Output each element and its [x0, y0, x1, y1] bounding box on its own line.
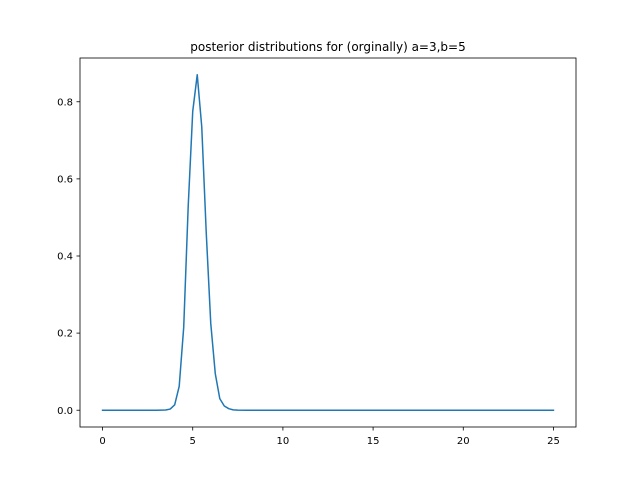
y-tick-label: 0.2	[57, 329, 73, 340]
y-tick-label: 0.8	[57, 97, 73, 108]
x-tick-label: 15	[367, 436, 380, 447]
plot-area	[101, 74, 555, 411]
x-tick-label: 25	[547, 436, 560, 447]
y-tick-label: 0.0	[57, 406, 73, 417]
y-tick-label: 0.6	[57, 174, 73, 185]
axes: 0 5 10 15 20 25 0.0 0.2 0.4 0.6 0.8	[57, 57, 577, 447]
chart-title: posterior distributions for (orginally) …	[190, 40, 466, 54]
series-line-0	[101, 74, 555, 411]
x-tick-label: 10	[277, 436, 290, 447]
x-tick-label: 0	[99, 436, 105, 447]
axes-frame	[79, 57, 577, 428]
x-tick-label: 5	[190, 436, 196, 447]
x-tick-label: 20	[457, 436, 470, 447]
y-tick-label: 0.4	[57, 252, 73, 263]
